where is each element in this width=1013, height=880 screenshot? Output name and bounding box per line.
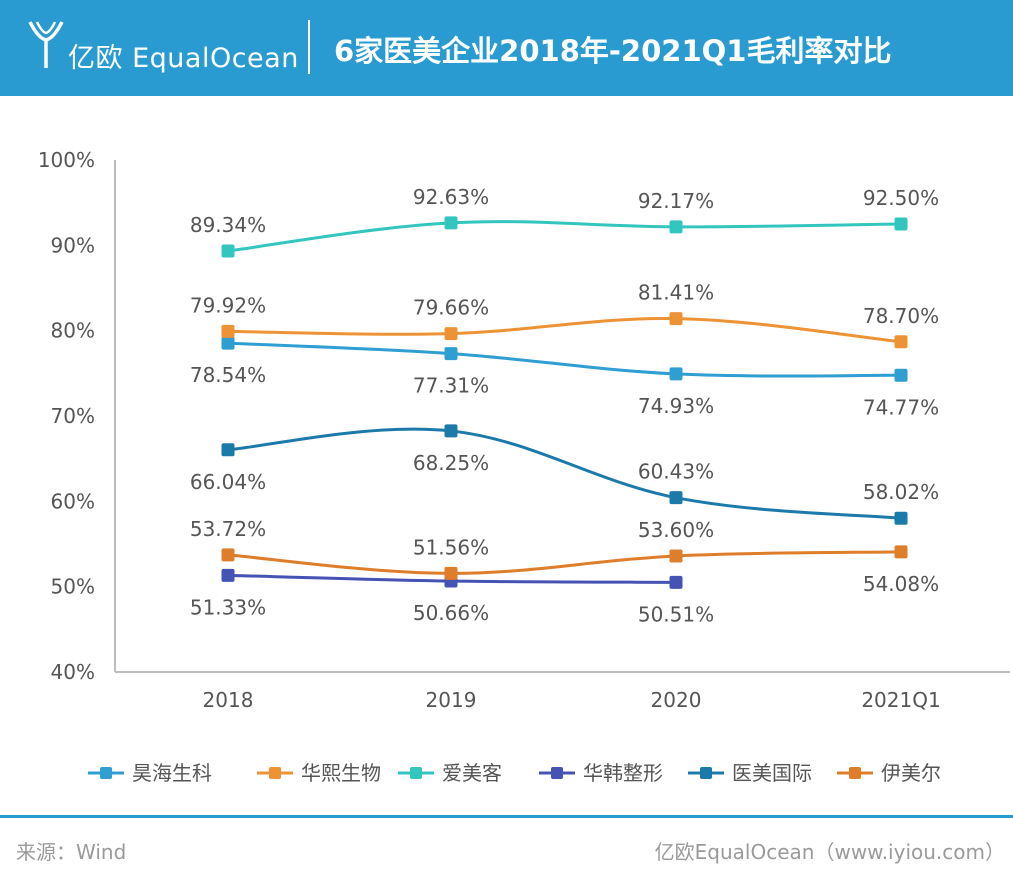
data-label: 78.70% — [863, 304, 939, 328]
legend-label: 华韩整形 — [583, 761, 663, 785]
legend-label: 伊美尔 — [881, 761, 941, 785]
series-line — [227, 427, 902, 520]
data-label: 81.41% — [638, 281, 714, 305]
data-point-marker — [669, 491, 683, 505]
data-label: 74.77% — [863, 395, 939, 419]
data-label: 92.17% — [638, 189, 714, 213]
data-label: 50.66% — [413, 601, 489, 625]
x-tick-label: 2018 — [203, 688, 254, 712]
data-point-marker — [221, 443, 235, 457]
legend-marker — [269, 767, 281, 779]
legend-label: 昊海生科 — [132, 761, 212, 785]
data-point-marker — [444, 216, 458, 230]
data-point-marker — [221, 324, 235, 338]
data-label: 92.50% — [863, 186, 939, 210]
y-tick-label: 50% — [51, 575, 95, 599]
data-point-marker — [444, 347, 458, 361]
data-label: 79.66% — [413, 296, 489, 320]
footer-divider — [0, 815, 1013, 818]
x-tick-label: 2019 — [426, 688, 477, 712]
y-tick-label: 80% — [51, 319, 95, 343]
data-point-marker — [669, 575, 683, 589]
data-label: 79.92% — [190, 293, 266, 317]
data-point-marker — [444, 566, 458, 580]
data-point-marker — [894, 335, 908, 349]
equalocean-logo-icon — [28, 21, 64, 68]
data-label: 60.43% — [638, 460, 714, 484]
data-label: 50.51% — [638, 602, 714, 626]
data-point-marker — [221, 244, 235, 258]
data-label: 58.02% — [863, 480, 939, 504]
source-note: 来源：Wind — [16, 840, 127, 864]
data-label: 68.25% — [413, 451, 489, 475]
data-point-marker — [894, 217, 908, 231]
y-tick-label: 100% — [38, 148, 95, 172]
legend-label: 华熙生物 — [301, 761, 381, 785]
y-tick-label: 70% — [51, 404, 95, 428]
legend-marker — [849, 767, 861, 779]
series-line — [227, 341, 902, 378]
line-chart: 40% 50% 60% 70% 80% 90% 100% 2018 2019 2020 2021Q1… — [38, 148, 1010, 785]
data-label: 51.33% — [190, 595, 266, 619]
data-point-marker — [221, 336, 235, 350]
header-divider — [308, 20, 310, 74]
y-tick-label: 40% — [51, 660, 95, 684]
series-line — [227, 220, 902, 253]
y-tick-label: 90% — [51, 233, 95, 257]
data-point-marker — [669, 367, 683, 381]
data-label: 89.34% — [190, 213, 266, 237]
legend-marker — [551, 767, 563, 779]
series-line — [227, 550, 902, 575]
data-point-marker — [669, 220, 683, 234]
data-label: 78.54% — [190, 363, 266, 387]
legend-label: 医美国际 — [732, 761, 812, 785]
data-label: 66.04% — [190, 470, 266, 494]
y-tick-label: 60% — [51, 489, 95, 513]
data-point-marker — [221, 568, 235, 582]
brand-name: 亿欧 EqualOcean — [68, 43, 299, 74]
data-point-marker — [444, 424, 458, 438]
legend-marker — [100, 767, 112, 779]
data-point-marker — [444, 327, 458, 341]
legend-label: 爱美客 — [442, 761, 502, 785]
data-point-marker — [894, 368, 908, 382]
data-point-marker — [894, 545, 908, 559]
data-point-marker — [669, 312, 683, 326]
header-banner: 亿欧 EqualOcean 6家医美企业2018年-2021Q1毛利率对比 — [0, 0, 1013, 96]
x-tick-label: 2021Q1 — [861, 688, 940, 712]
credit-note: 亿欧EqualOcean（www.iyiou.com） — [654, 840, 1005, 864]
data-point-marker — [669, 549, 683, 563]
legend-marker — [700, 767, 712, 779]
data-label: 74.93% — [638, 394, 714, 418]
data-point-marker — [894, 511, 908, 525]
data-label: 53.72% — [190, 517, 266, 541]
legend-marker — [410, 767, 422, 779]
data-point-marker — [221, 548, 235, 562]
data-label: 54.08% — [863, 572, 939, 596]
data-label: 77.31% — [413, 374, 489, 398]
chart-title: 6家医美企业2018年-2021Q1毛利率对比 — [334, 34, 892, 68]
x-tick-label: 2020 — [651, 688, 702, 712]
data-label: 92.63% — [413, 185, 489, 209]
series-line — [227, 317, 902, 344]
data-label: 53.60% — [638, 518, 714, 542]
data-label: 51.56% — [413, 535, 489, 559]
